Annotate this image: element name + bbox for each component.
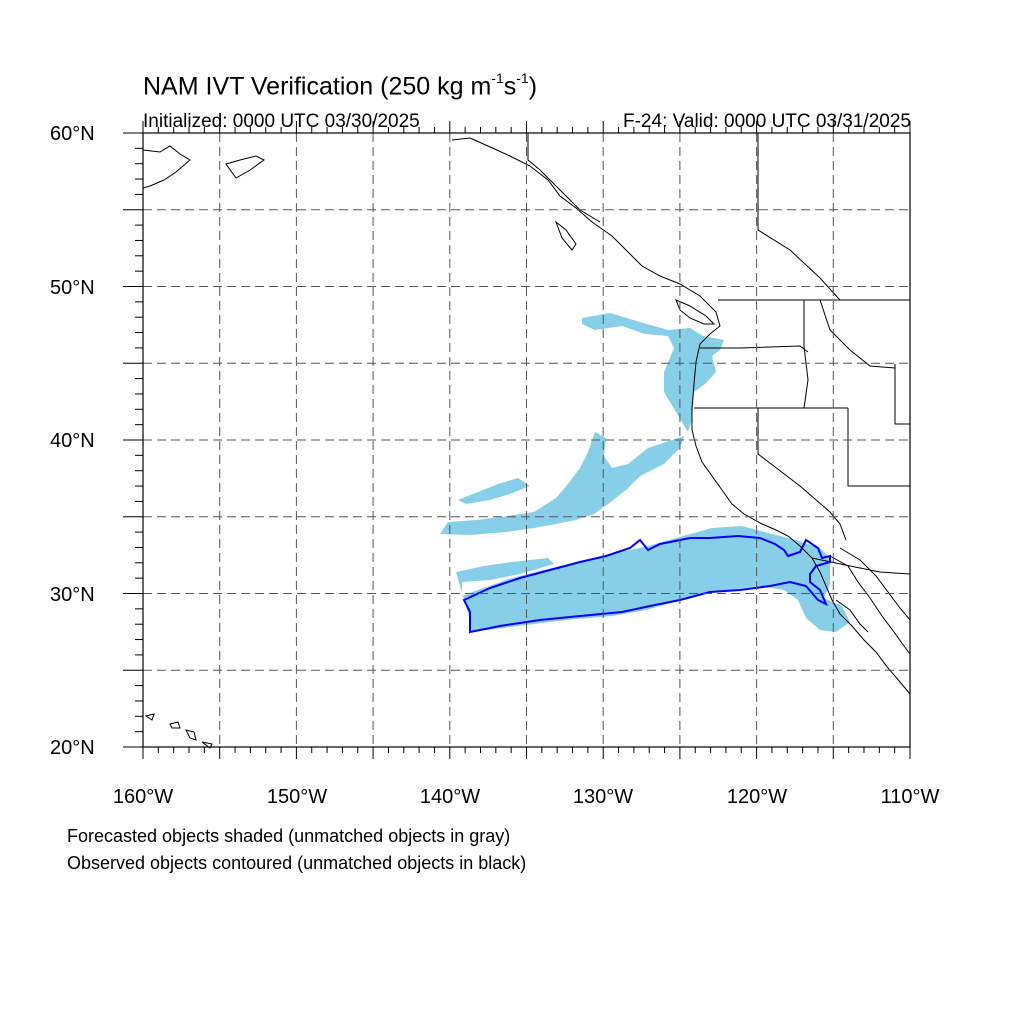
coastlines	[142, 137, 911, 749]
border-id-mt	[819, 299, 896, 369]
lon-label-110w: 110°W	[880, 786, 940, 808]
hawaii-islands	[144, 713, 213, 749]
lat-label-20n: 20°N	[50, 737, 95, 759]
border-baja	[835, 599, 869, 633]
border-ca-nv	[757, 408, 847, 541]
border-nv-ut	[847, 408, 910, 487]
lat-label-30n: 30°N	[50, 584, 95, 606]
legend-note-forecast: Forecasted objects shaded (unmatched obj…	[67, 826, 511, 846]
lat-label-60n: 60°N	[50, 123, 95, 145]
lat-label-40n: 40°N	[50, 430, 95, 452]
border-bc-alberta	[757, 133, 841, 301]
map-frame	[142, 132, 911, 748]
border-ut-co	[894, 364, 910, 425]
map-title: NAM IVT Verification (250 kg m-1s-1)	[143, 70, 538, 101]
lon-label-130w: 130°W	[572, 786, 634, 808]
valid-time: F-24: Valid: 0000 UTC 03/31/2025	[623, 111, 911, 132]
coastline-north-america	[451, 137, 911, 695]
lon-label-160w: 160°W	[112, 786, 174, 808]
lon-label-120w: 120°W	[726, 786, 788, 808]
legend-note-observed: Observed objects contoured (unmatched ob…	[67, 853, 527, 873]
coastline-baja-east	[829, 555, 911, 655]
forecast-object-north	[582, 313, 724, 432]
grid-lines	[143, 133, 910, 747]
border-canada-us-alaska	[527, 133, 601, 223]
coastline-mainland-mexico	[839, 547, 911, 621]
border-or-id	[803, 345, 809, 409]
lat-label-50n: 50°N	[50, 277, 95, 299]
border-us-mexico	[811, 557, 911, 575]
lon-label-140w: 140°W	[419, 786, 481, 808]
political-borders	[527, 133, 911, 633]
initialized-time: Initialized: 0000 UTC 03/30/2025	[143, 111, 420, 132]
island-vancouver	[675, 299, 716, 325]
forecast-object-south	[456, 526, 850, 632]
lon-label-150w: 150°W	[266, 786, 328, 808]
axis-ticks	[123, 121, 911, 759]
alaska-islands	[225, 155, 577, 251]
forecast-objects	[440, 313, 850, 632]
forecast-object-middle	[440, 432, 684, 535]
coastline-alaska	[142, 145, 191, 189]
